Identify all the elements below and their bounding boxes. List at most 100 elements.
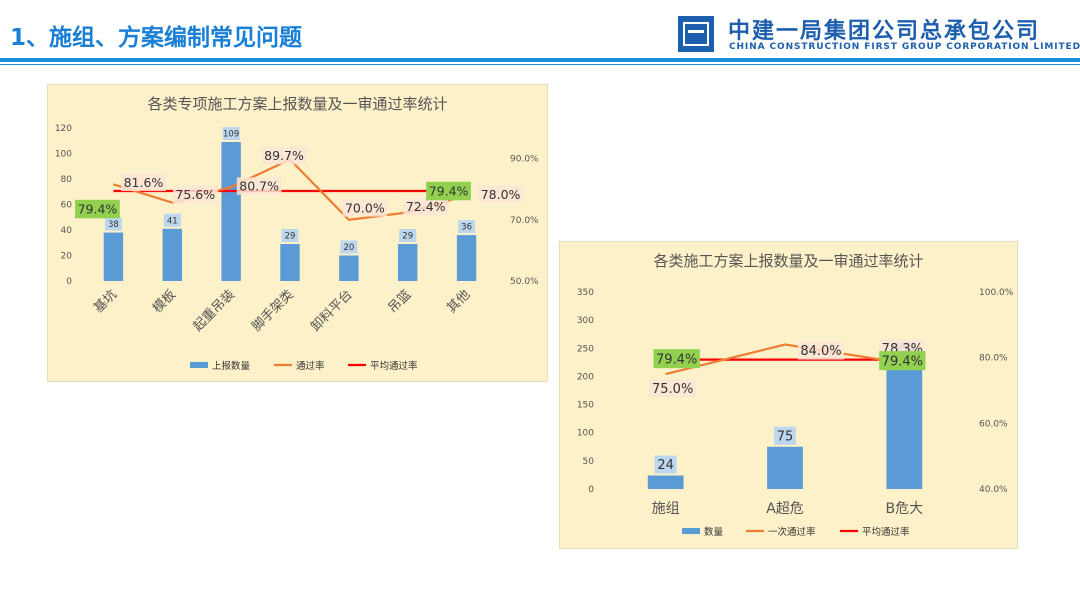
- rate-label-bg: [172, 185, 218, 204]
- bar-label-bg: [458, 220, 476, 234]
- company-name-cn: 中建一局集团公司总承包公司: [728, 19, 1041, 44]
- legend-label: 上报数量: [212, 360, 251, 372]
- x-tick-label: B危大: [886, 501, 924, 517]
- bar: [767, 446, 803, 489]
- x-tick-label: 施组: [652, 501, 680, 517]
- bar-label-bg: [104, 217, 122, 231]
- bar-data-label: 29: [402, 232, 413, 242]
- rate-label-bg: [121, 173, 166, 192]
- y-tick-label: 100: [55, 150, 72, 160]
- legend-label: 数量: [704, 526, 724, 538]
- bar: [221, 142, 241, 281]
- avg-label-bg: [75, 199, 120, 219]
- chart-all-schemes: 0 50 100 150 200 250 300 350 40.0% 60.0% 80.0% 100.…: [577, 288, 1014, 538]
- avg-label-bg: [426, 181, 471, 201]
- bar: [162, 228, 182, 281]
- bar-data-label: 36: [461, 223, 472, 233]
- x-tick-label: 吊篮: [386, 287, 415, 316]
- legend-label: 通过率: [296, 360, 325, 372]
- x-tick-label: 卸料平台: [308, 287, 356, 335]
- y-tick-label: 80: [61, 175, 73, 185]
- rate-data-label: 80.7%: [239, 179, 279, 194]
- bar: [339, 255, 359, 281]
- rate-label-bg: [649, 379, 696, 398]
- bar-data-label: 20: [343, 243, 354, 253]
- y2-tick-label: 80.0%: [979, 354, 1008, 364]
- y2-tick-label: 60.0%: [979, 419, 1008, 429]
- y2-tick-label: 100.0%: [979, 288, 1014, 298]
- rate-label-bg: [403, 197, 449, 216]
- x-tick-label: 脚手架类: [249, 287, 297, 335]
- bar-data-label: 41: [167, 216, 178, 226]
- bar-data-label: 29: [285, 232, 296, 242]
- x-tick-label: 模板: [150, 287, 179, 316]
- rate-data-label: 89.7%: [264, 148, 304, 163]
- y-tick-label: 300: [577, 316, 594, 326]
- avg-label-bg: [879, 351, 926, 371]
- chart-panel-all-schemes: 各类施工方案上报数量及一审通过率统计 0 50 100 150 200 250 300 350…: [559, 241, 1018, 549]
- bar-data-label: 38: [108, 220, 119, 230]
- legend-swatch-bar: [190, 362, 208, 368]
- y-tick-label: 100: [577, 429, 594, 439]
- bar-label-bg: [399, 229, 417, 243]
- bar: [886, 361, 923, 489]
- chart-panel-special-schemes: 各类专项施工方案上报数量及一审通过率统计 0 20 40 60 80 100 120 50.0…: [47, 84, 548, 382]
- bar: [103, 232, 124, 281]
- bar-data-label: 109: [223, 130, 239, 140]
- chart-title: 各类施工方案上报数量及一审通过率统计: [653, 252, 924, 270]
- page-title: 1、施组、方案编制常见问题: [10, 25, 303, 51]
- avg-label-bg: [653, 349, 700, 369]
- cscec-logo-icon: [678, 16, 714, 52]
- legend-label: 平均通过率: [370, 360, 418, 372]
- rate-data-label: 75.6%: [175, 187, 215, 202]
- bar: [280, 244, 300, 281]
- y-tick-label: 60: [61, 201, 73, 211]
- x-tick-label: 其他: [444, 287, 473, 316]
- rate-data-label: 70.0%: [345, 200, 385, 215]
- bar-label-bg: [654, 455, 677, 474]
- y2-tick-label: 70.0%: [510, 216, 539, 226]
- y-tick-label: 250: [577, 344, 594, 354]
- y-tick-label: 120: [55, 124, 72, 134]
- y-tick-label: 200: [577, 372, 594, 382]
- bar-label-bg: [281, 229, 299, 243]
- rate-data-label: 72.4%: [406, 199, 446, 214]
- rate-data-label: 78.0%: [481, 187, 521, 202]
- rate-label-bg: [478, 185, 523, 204]
- bar-label-bg: [340, 240, 358, 254]
- y-tick-label: 50: [583, 457, 595, 467]
- rate-data-label: 75.0%: [652, 382, 693, 397]
- y2-tick-label: 40.0%: [979, 485, 1008, 495]
- bar-label-bg: [163, 213, 181, 227]
- x-tick-label: A超危: [766, 501, 804, 517]
- x-tick-label: 起重吊装: [190, 287, 238, 335]
- y-tick-label: 150: [577, 401, 594, 411]
- avg-data-label: 79.4%: [656, 352, 697, 367]
- avg-data-label: 79.4%: [882, 354, 923, 369]
- company-name-en: CHINA CONSTRUCTION FIRST GROUP CORPORATI…: [729, 42, 1080, 52]
- x-tick-label: 基坑: [91, 287, 120, 316]
- bar: [398, 244, 418, 281]
- y-tick-label: 40: [61, 226, 73, 236]
- legend-label: 一次通过率: [768, 526, 816, 538]
- chart-special-schemes: 0 20 40 60 80 100 120 50.0% 70.0% 90.0% 38 41 109 29 2…: [55, 124, 539, 372]
- legend-label: 平均通过率: [862, 526, 910, 538]
- bar-label-bg: [222, 127, 240, 141]
- avg-data-label: 79.4%: [429, 184, 469, 199]
- y-tick-label: 0: [588, 485, 594, 495]
- rate-label-bg: [342, 199, 388, 217]
- chart-title: 各类专项施工方案上报数量及一审通过率统计: [147, 95, 448, 113]
- bar-data-label: 24: [657, 458, 674, 473]
- rate-label-bg: [797, 341, 845, 360]
- legend-swatch-bar: [682, 528, 700, 534]
- bar-label-bg: [774, 426, 796, 445]
- bar-data-label: 75: [777, 429, 794, 444]
- y2-tick-label: 50.0%: [510, 277, 539, 287]
- y-tick-label: 20: [61, 252, 73, 262]
- rate-label-bg: [236, 177, 282, 195]
- header-divider: [0, 58, 1080, 62]
- avg-data-label: 79.4%: [78, 202, 118, 217]
- bar: [456, 235, 477, 281]
- y-tick-label: 0: [66, 277, 72, 287]
- rate-label-bg: [261, 146, 307, 165]
